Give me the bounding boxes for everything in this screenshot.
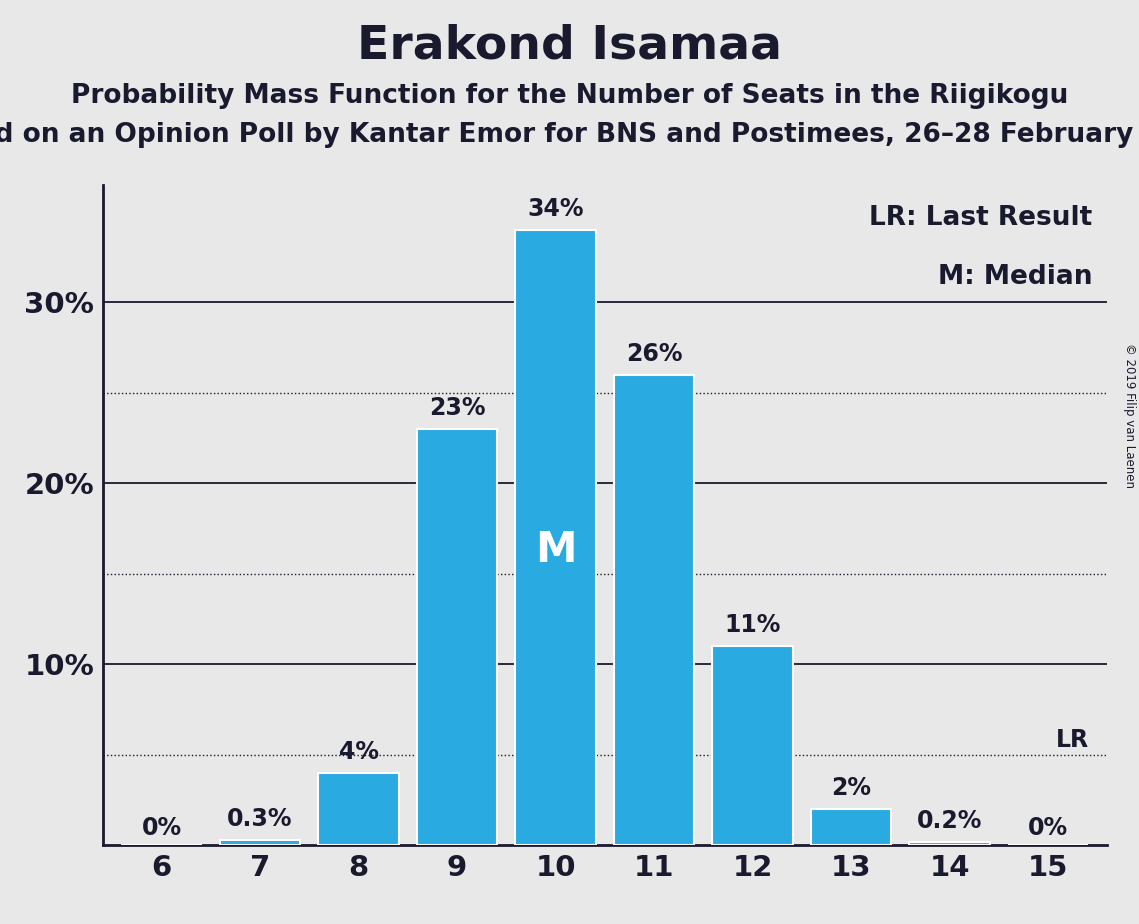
Bar (515, 230, 596, 845)
Text: 0%: 0% (141, 816, 181, 840)
Bar (417, 429, 498, 845)
Text: Erakond Isamaa: Erakond Isamaa (357, 23, 782, 68)
Bar (909, 842, 990, 845)
Text: 34%: 34% (527, 197, 584, 221)
Bar (614, 375, 695, 845)
Text: LR: Last Result: LR: Last Result (869, 204, 1092, 231)
Bar (811, 809, 892, 845)
Text: 23%: 23% (428, 396, 485, 420)
Text: M: Median: M: Median (937, 264, 1092, 290)
Text: 11%: 11% (724, 614, 780, 638)
Text: Based on an Opinion Poll by Kantar Emor for BNS and Postimees, 26–28 February 20: Based on an Opinion Poll by Kantar Emor … (0, 122, 1139, 148)
Bar (220, 840, 301, 845)
Text: 4%: 4% (338, 740, 378, 764)
Bar (712, 647, 793, 845)
Text: LR: LR (1056, 728, 1089, 752)
Text: 0.3%: 0.3% (228, 807, 293, 831)
Text: © 2019 Filip van Laenen: © 2019 Filip van Laenen (1123, 344, 1136, 488)
Text: 26%: 26% (625, 342, 682, 366)
Text: 0%: 0% (1029, 816, 1068, 840)
Text: 0.2%: 0.2% (917, 808, 982, 833)
Text: Probability Mass Function for the Number of Seats in the Riigikogu: Probability Mass Function for the Number… (71, 83, 1068, 109)
Bar (318, 773, 399, 845)
Text: M: M (535, 529, 576, 571)
Text: 2%: 2% (831, 776, 871, 800)
